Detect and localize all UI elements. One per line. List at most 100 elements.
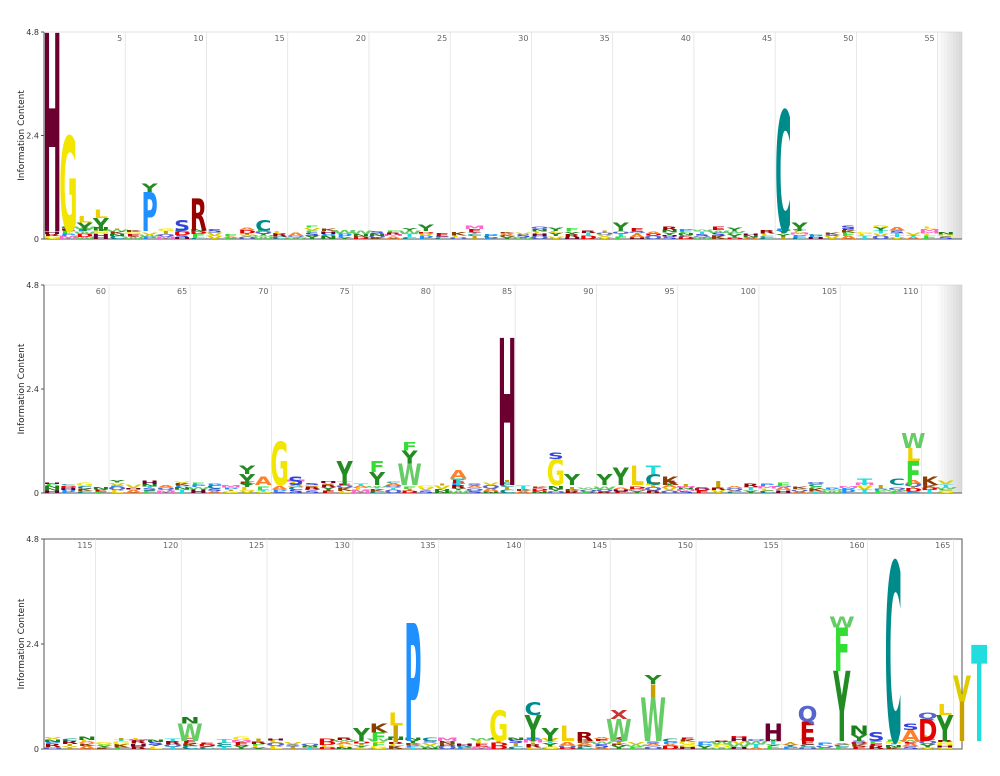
background-letter: H (92, 236, 110, 239)
background-letter: Y (660, 483, 678, 486)
background-letter: M (626, 489, 647, 491)
background-letter: R (759, 230, 776, 235)
background-letter: H (141, 480, 159, 485)
background-letter: R (661, 226, 678, 231)
background-letter: Q (438, 745, 457, 750)
background-letter: Q (644, 486, 662, 491)
background-letter: Y (547, 232, 565, 237)
background-letter: G (678, 744, 697, 748)
background-letter: C (216, 744, 233, 747)
position-label: 60 (96, 287, 106, 296)
background-letter: Y (403, 739, 421, 744)
background-letter: S (938, 236, 953, 240)
position-label: 125 (249, 541, 264, 550)
background-letter: W (122, 236, 146, 240)
logo-letter-F: F (370, 459, 385, 476)
background-letter: D (730, 735, 749, 738)
background-letter: P (207, 483, 223, 486)
background-letter: A (613, 487, 630, 490)
background-letter: Q (693, 236, 711, 238)
plot-frame (43, 31, 963, 240)
background-letter: E (841, 228, 856, 230)
background-letter: H (180, 737, 199, 742)
background-letter: F (142, 490, 157, 494)
position-label: 120 (163, 541, 178, 550)
background-letter: A (206, 490, 223, 493)
background-letter: F (305, 230, 320, 233)
background-letter: W (690, 237, 714, 240)
background-letter: T (890, 235, 905, 238)
background-letter: C (61, 737, 78, 742)
y-tick-label: 2.4 (26, 132, 39, 141)
logo-letter-A: A (450, 468, 467, 481)
background-letter: S (285, 744, 301, 747)
logo-letter-S: S (548, 451, 564, 462)
position-label: 5 (117, 34, 122, 43)
background-letter: Y (232, 745, 250, 750)
background-letter: D (318, 747, 337, 750)
background-letter: V (730, 740, 748, 745)
position-label: 55 (924, 34, 934, 43)
logo-letter-N: N (180, 716, 200, 726)
background-letter: T (165, 738, 180, 743)
position-label: 70 (258, 287, 268, 296)
background-letter: N (489, 738, 508, 741)
background-letter: A (353, 485, 370, 489)
background-letter: P (873, 488, 889, 491)
background-letter: R (320, 484, 337, 488)
background-letter: Y (94, 746, 112, 749)
logo-letter-N: N (849, 724, 869, 738)
background-letter: S (611, 739, 627, 742)
background-letter: G (936, 742, 955, 744)
background-letter: I (503, 480, 511, 483)
background-letter: Q (530, 235, 548, 240)
background-letter: M (675, 486, 696, 488)
position-label: 135 (420, 541, 435, 550)
background-letter: P (905, 491, 921, 493)
background-letter: Q (595, 232, 613, 235)
background-letter: M (350, 489, 371, 494)
background-letter: N (352, 234, 370, 238)
background-letter: D (558, 747, 577, 750)
end-shade (953, 285, 956, 493)
background-letter: N (146, 739, 165, 743)
background-letter: H (124, 488, 142, 490)
background-letter: W (744, 740, 769, 745)
background-letter: P (696, 744, 713, 746)
logo-letter-E: E (800, 716, 816, 747)
background-letter: N (92, 486, 110, 490)
background-letter: A (483, 488, 500, 493)
logo-letter-I: I (649, 681, 658, 702)
background-letter: T (516, 485, 531, 490)
background-letter: E (435, 232, 450, 237)
logo-letter-I: I (958, 690, 967, 754)
logo-letter-X: X (610, 709, 628, 723)
background-letter: M (522, 739, 545, 744)
background-letter: L (148, 745, 162, 749)
background-letter: A (775, 486, 792, 491)
background-letter: T (142, 486, 157, 489)
background-letter: I (714, 484, 722, 489)
position-label: 80 (421, 287, 431, 296)
background-letter: I (601, 230, 609, 233)
background-letter: G (255, 491, 273, 493)
background-letter: G (678, 741, 697, 746)
end-shade (938, 285, 941, 493)
background-letter: H (531, 233, 549, 237)
background-letter: C (190, 237, 206, 239)
background-letter: V (824, 235, 841, 240)
background-letter: K (885, 747, 903, 750)
background-letter: F (890, 491, 905, 494)
background-letter: F (834, 747, 849, 750)
background-letter: M (675, 488, 696, 491)
background-letter: W (593, 486, 617, 490)
background-letter: E (474, 743, 489, 748)
background-letter: L (337, 744, 351, 748)
background-letter: T (405, 747, 421, 749)
background-letter: N (742, 235, 760, 239)
background-letter: L (451, 235, 465, 238)
background-letter: Q (558, 745, 577, 748)
background-letter: W (252, 236, 276, 240)
background-letter: M (854, 482, 875, 486)
position-label: 165 (935, 541, 950, 550)
